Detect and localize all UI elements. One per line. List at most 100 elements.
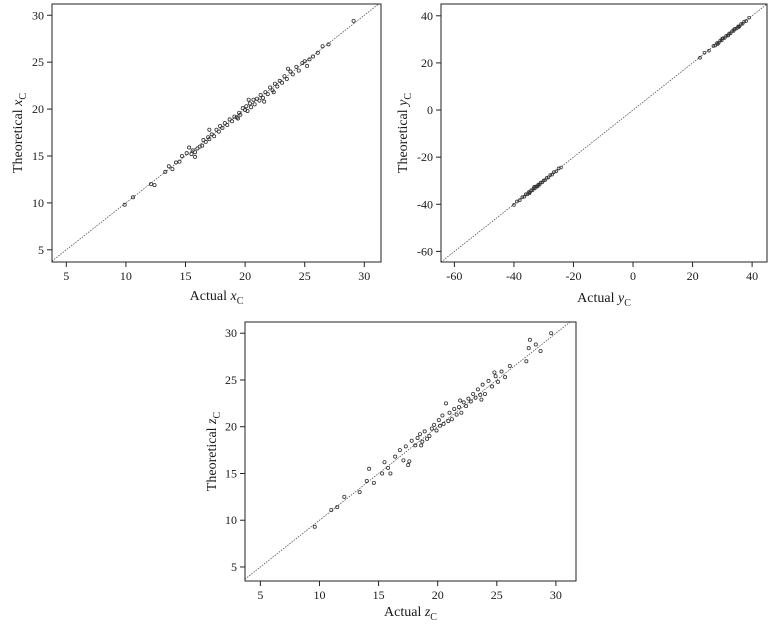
- data-point: [438, 423, 443, 428]
- data-point: [184, 151, 189, 156]
- y-tick-label: 5: [38, 243, 44, 257]
- x-axis-title-var: y: [616, 291, 625, 306]
- y-tick-label: 30: [225, 326, 237, 340]
- data-point: [492, 370, 497, 375]
- y-tick-label: 20: [32, 102, 44, 116]
- data-point: [249, 105, 254, 110]
- data-point: [524, 192, 528, 196]
- y-axis-title: Theoretical zC: [205, 411, 223, 491]
- data-point: [698, 55, 702, 60]
- data-point: [251, 97, 256, 102]
- data-point: [225, 123, 230, 128]
- data-point: [716, 42, 720, 46]
- y-tick-label: 20: [421, 56, 433, 70]
- x-tick-label: 10: [120, 269, 132, 283]
- identity-reference-line: [52, 4, 379, 262]
- data-point: [207, 137, 212, 142]
- data-point: [200, 143, 205, 148]
- x-axis-title-text: Actual: [384, 605, 425, 620]
- x-axis-title-var: z: [424, 605, 431, 620]
- data-point: [415, 435, 420, 440]
- x-axis-title: Actual zC: [384, 605, 437, 623]
- y-axis-title-subscript: C: [212, 411, 223, 418]
- data-point: [413, 443, 418, 448]
- data-point: [440, 413, 445, 418]
- data-point: [550, 172, 554, 177]
- x-tick-label: 5: [63, 269, 69, 283]
- data-point: [401, 458, 406, 463]
- scatter-points: [312, 331, 554, 529]
- x-tick-label: 25: [491, 588, 503, 602]
- y-axis-title-subscript: C: [18, 93, 29, 100]
- y-axis-title-text: Theoretical: [11, 106, 26, 173]
- data-point: [479, 397, 484, 402]
- data-point: [190, 148, 195, 153]
- data-point: [252, 102, 257, 107]
- data-point: [417, 432, 422, 437]
- data-point: [747, 15, 751, 20]
- data-point: [499, 369, 504, 374]
- data-point: [473, 395, 478, 400]
- data-point: [371, 480, 376, 485]
- y-axis-title: Theoretical yC: [396, 93, 414, 173]
- scatter-points: [512, 15, 751, 207]
- data-point: [238, 112, 243, 117]
- data-point: [357, 490, 362, 495]
- data-point: [507, 363, 512, 368]
- data-point: [432, 422, 437, 427]
- data-point: [522, 194, 527, 199]
- data-point: [240, 106, 245, 111]
- data-point: [527, 191, 532, 196]
- x-axis-title-text: Actual: [577, 291, 618, 306]
- y-axis-title-var: x: [11, 99, 26, 107]
- x-axis-title-text: Actual: [190, 289, 231, 304]
- data-point: [265, 92, 270, 97]
- data-point: [170, 167, 175, 172]
- y-tick-label: 20: [225, 420, 237, 434]
- x-tick-label: 40: [746, 269, 758, 283]
- plot-frame: [51, 3, 382, 263]
- data-point: [193, 154, 198, 159]
- data-point: [526, 346, 531, 351]
- data-point: [726, 33, 731, 38]
- data-point: [166, 164, 171, 169]
- data-point: [486, 378, 491, 383]
- data-point: [262, 99, 267, 104]
- data-point: [533, 342, 538, 347]
- data-point: [459, 410, 464, 415]
- data-point: [456, 405, 461, 410]
- y-tick-label: -60: [417, 244, 433, 258]
- data-point: [302, 59, 307, 64]
- data-point: [148, 182, 153, 187]
- data-point: [329, 507, 334, 512]
- plot-frame: [440, 3, 768, 263]
- data-point: [131, 195, 136, 200]
- y-tick-label: 0: [427, 103, 433, 117]
- data-point: [471, 391, 476, 396]
- data-point: [244, 104, 249, 109]
- data-point: [419, 443, 424, 448]
- data-point: [193, 150, 198, 155]
- y-axis-title-subscript: C: [403, 93, 414, 100]
- data-point: [724, 34, 729, 38]
- data-point: [520, 195, 525, 200]
- data-point: [744, 19, 748, 23]
- data-point: [195, 146, 200, 151]
- x-axis-title-subscript: C: [430, 612, 437, 623]
- data-point: [527, 337, 532, 342]
- data-point: [382, 460, 387, 465]
- data-point: [364, 478, 369, 483]
- data-point: [458, 398, 463, 403]
- y-tick-label: 25: [32, 55, 44, 69]
- x-tick-label: 20: [432, 588, 444, 602]
- x-tick-label: -40: [506, 269, 522, 283]
- data-point: [312, 524, 317, 529]
- x-tick-label: 15: [180, 269, 192, 283]
- x-axis-title-var: x: [229, 289, 237, 304]
- data-point: [478, 392, 483, 397]
- data-point: [152, 183, 157, 188]
- data-point: [246, 97, 251, 102]
- x-axis-title-subscript: C: [237, 296, 244, 307]
- data-point: [216, 129, 221, 134]
